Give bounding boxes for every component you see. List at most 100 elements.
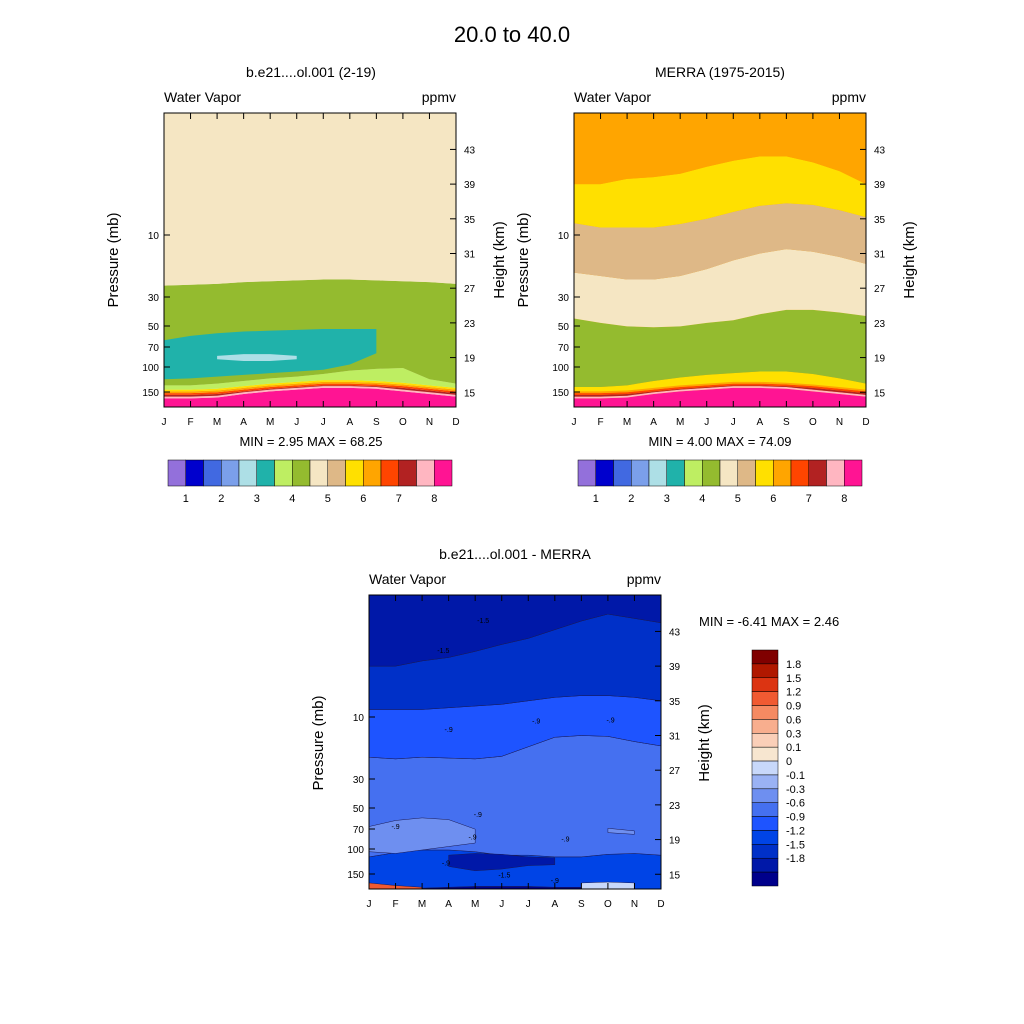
- y-axis-label-right: Height (km): [901, 221, 918, 299]
- colorbar-box: [751, 746, 779, 762]
- colorbar-box: [737, 459, 756, 487]
- x-tick-label: J: [499, 899, 504, 910]
- x-tick-label: O: [399, 417, 407, 428]
- contour-label: -.9: [551, 878, 559, 885]
- contour-band: [574, 387, 866, 407]
- y-axis-label-right: Height (km): [696, 704, 713, 782]
- colorbar-box: [751, 857, 779, 873]
- colorbar-label: 4: [699, 493, 705, 505]
- colorbar-label: 7: [396, 493, 402, 505]
- x-tick-label: F: [187, 417, 193, 428]
- colorbar-label: 4: [289, 493, 295, 505]
- colorbar-box: [434, 459, 453, 487]
- plot-area: -1.5-1.5-.9-.9 -.9-.9-.9-.9-.9-.9-1.5-.9 …: [347, 594, 681, 910]
- colorbar-box: [577, 459, 596, 487]
- y-right-tick-label: 23: [464, 319, 476, 330]
- contour-fills: [574, 113, 866, 407]
- contour-band: [164, 383, 456, 395]
- contour-label: -1.5: [477, 618, 489, 625]
- y-right-tick-label: 35: [874, 215, 886, 226]
- panel-title: MERRA (1975-2015): [655, 64, 785, 80]
- y-tick-label: 30: [353, 775, 365, 786]
- colorbar-box: [751, 719, 779, 734]
- x-tick-label: J: [731, 417, 736, 428]
- contour-band: [574, 113, 866, 185]
- contour-band: [164, 387, 456, 407]
- contour-label: -.9: [561, 836, 569, 843]
- contour-patch: [368, 817, 476, 854]
- right-label: ppmv: [832, 89, 866, 105]
- colorbar-label: 7: [806, 493, 812, 505]
- y-tick-label: 100: [347, 845, 364, 856]
- y-tick-label: 150: [552, 388, 569, 399]
- colorbar-label: -0.6: [786, 798, 805, 810]
- colorbar-box: [595, 459, 614, 487]
- x-tick-label: A: [650, 417, 657, 428]
- figure-title: 20.0 to 40.0: [454, 22, 570, 47]
- colorbar-label: -1.2: [786, 825, 805, 837]
- colorbar-box: [203, 459, 222, 487]
- panel-difference: b.e21....ol.001 - MERRA Water Vapor ppmv…: [310, 546, 839, 910]
- x-tick-label: J: [572, 417, 577, 428]
- x-tick-label: S: [783, 417, 790, 428]
- panel-title: b.e21....ol.001 - MERRA: [439, 546, 591, 562]
- contour-band: [574, 309, 866, 388]
- y-right-tick-label: 15: [464, 388, 476, 399]
- y-axis-label-right: Height (km): [491, 221, 508, 299]
- contour-band: [574, 381, 866, 394]
- contour-band: [164, 381, 456, 394]
- colorbar-label: -1.8: [786, 853, 805, 865]
- colorbar-label: 2: [628, 493, 634, 505]
- plot-frame: [163, 112, 457, 408]
- y-tick-label: 70: [353, 825, 365, 836]
- contour-band: [574, 203, 866, 280]
- contour-label: -1.5: [437, 648, 449, 655]
- y-tick-label: 70: [558, 343, 570, 354]
- colorbar-box: [773, 459, 792, 487]
- x-tick-label: M: [266, 417, 274, 428]
- colorbar-box: [702, 459, 721, 487]
- colorbar-label: 1.2: [786, 687, 801, 699]
- contour-patch: [217, 354, 297, 362]
- colorbar-box: [185, 459, 204, 487]
- y-tick-label: 50: [558, 322, 570, 333]
- y-axis-label: Pressure (mb): [515, 212, 532, 307]
- contour-label: -.9: [606, 717, 614, 724]
- x-tick-label: D: [862, 417, 869, 428]
- colorbar-label: 1.5: [786, 673, 801, 685]
- colorbar-label: 0.6: [786, 714, 801, 726]
- left-label: Water Vapor: [369, 571, 446, 587]
- contour-band: [164, 130, 456, 286]
- colorbar-label: 6: [360, 493, 366, 505]
- x-tick-label: N: [836, 417, 843, 428]
- contour-label: -.9: [474, 812, 482, 819]
- y-tick-label: 10: [353, 713, 365, 724]
- y-right-tick-label: 39: [669, 662, 681, 673]
- x-tick-label: J: [704, 417, 709, 428]
- axis-ticks: J F M A M J J A S O N D 10 30 50 70 100 150 43 39 35 31 27 23 19…: [552, 113, 886, 428]
- x-tick-label: M: [623, 417, 631, 428]
- y-right-tick-label: 35: [464, 215, 476, 226]
- x-tick-label: J: [367, 899, 372, 910]
- x-tick-label: J: [294, 417, 299, 428]
- colorbar-box: [684, 459, 703, 487]
- contour-label: -.9: [468, 835, 476, 842]
- colorbar-box: [844, 459, 863, 487]
- colorbar-box: [751, 733, 779, 748]
- x-tick-label: F: [597, 417, 603, 428]
- plot-area: J F M A M J J A S O N D 10 30 50 70 100 150 43 39 35 31 27 23 19…: [142, 112, 476, 428]
- colorbar-label: 0.3: [786, 728, 801, 740]
- colorbar-label: 5: [735, 493, 741, 505]
- panel-model: b.e21....ol.001 (2-19) Water Vapor ppmv …: [105, 64, 508, 505]
- colorbar-box: [416, 459, 435, 487]
- panel-title: b.e21....ol.001 (2-19): [246, 64, 376, 80]
- y-right-tick-label: 19: [669, 836, 681, 847]
- left-label: Water Vapor: [574, 89, 651, 105]
- colorbar-label: 8: [431, 493, 437, 505]
- plot-frame: [368, 594, 662, 890]
- y-right-tick-label: 35: [669, 697, 681, 708]
- y-tick-label: 50: [148, 322, 160, 333]
- contour-fills: [164, 130, 456, 407]
- colorbar-label: -0.9: [786, 812, 805, 824]
